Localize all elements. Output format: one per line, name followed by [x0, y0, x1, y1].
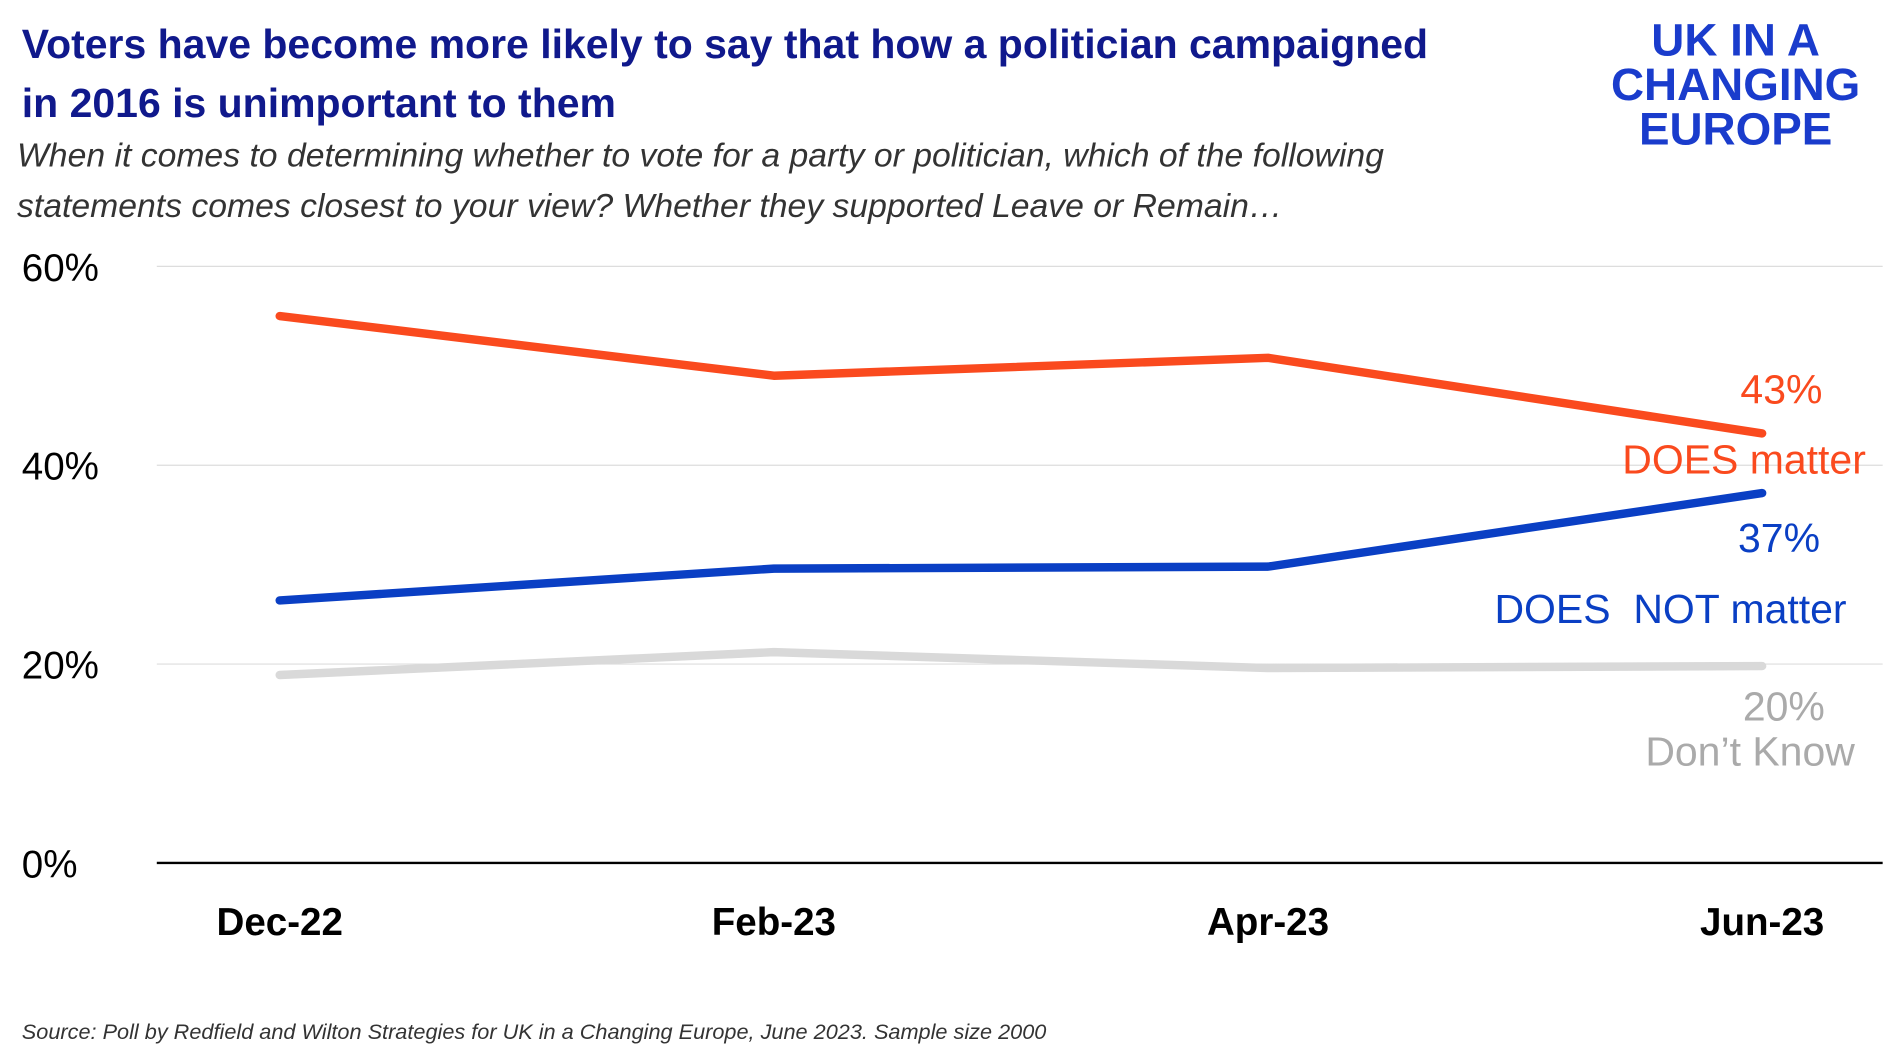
source-note: Source: Poll by Redfield and Wilton Stra… [22, 1019, 1047, 1044]
logo-text: CHANGING [1611, 59, 1860, 110]
x-tick-label: Feb-23 [712, 901, 836, 944]
chart-title: Voters have become more likely to say th… [22, 21, 1428, 67]
data-label: 43% [1740, 367, 1822, 413]
series-line [275, 311, 1767, 438]
x-tick-label: Jun-23 [1700, 901, 1824, 944]
y-tick-label: 40% [22, 446, 99, 489]
series-label: DOES matter [1622, 437, 1866, 483]
series-line [275, 647, 1767, 680]
chart-subtitle: statements comes closest to your view? W… [17, 187, 1283, 225]
chart-subtitle: When it comes to determining whether to … [17, 136, 1384, 174]
series-label: DOES NOT matter [1494, 586, 1846, 632]
y-tick-label: 0% [22, 843, 78, 886]
logo-text: EUROPE [1639, 104, 1832, 155]
logo-text: UK IN A [1651, 14, 1820, 65]
y-tick-label: 20% [22, 645, 99, 688]
y-tick-label: 60% [22, 247, 99, 290]
x-tick-label: Dec-22 [217, 901, 343, 944]
data-label: 37% [1738, 515, 1820, 561]
series-line [275, 488, 1767, 605]
data-label: 20% [1743, 684, 1825, 730]
x-tick-label: Apr-23 [1207, 901, 1329, 944]
series-label: Don’t Know [1645, 728, 1855, 774]
chart-title: in 2016 is unimportant to them [22, 80, 616, 126]
